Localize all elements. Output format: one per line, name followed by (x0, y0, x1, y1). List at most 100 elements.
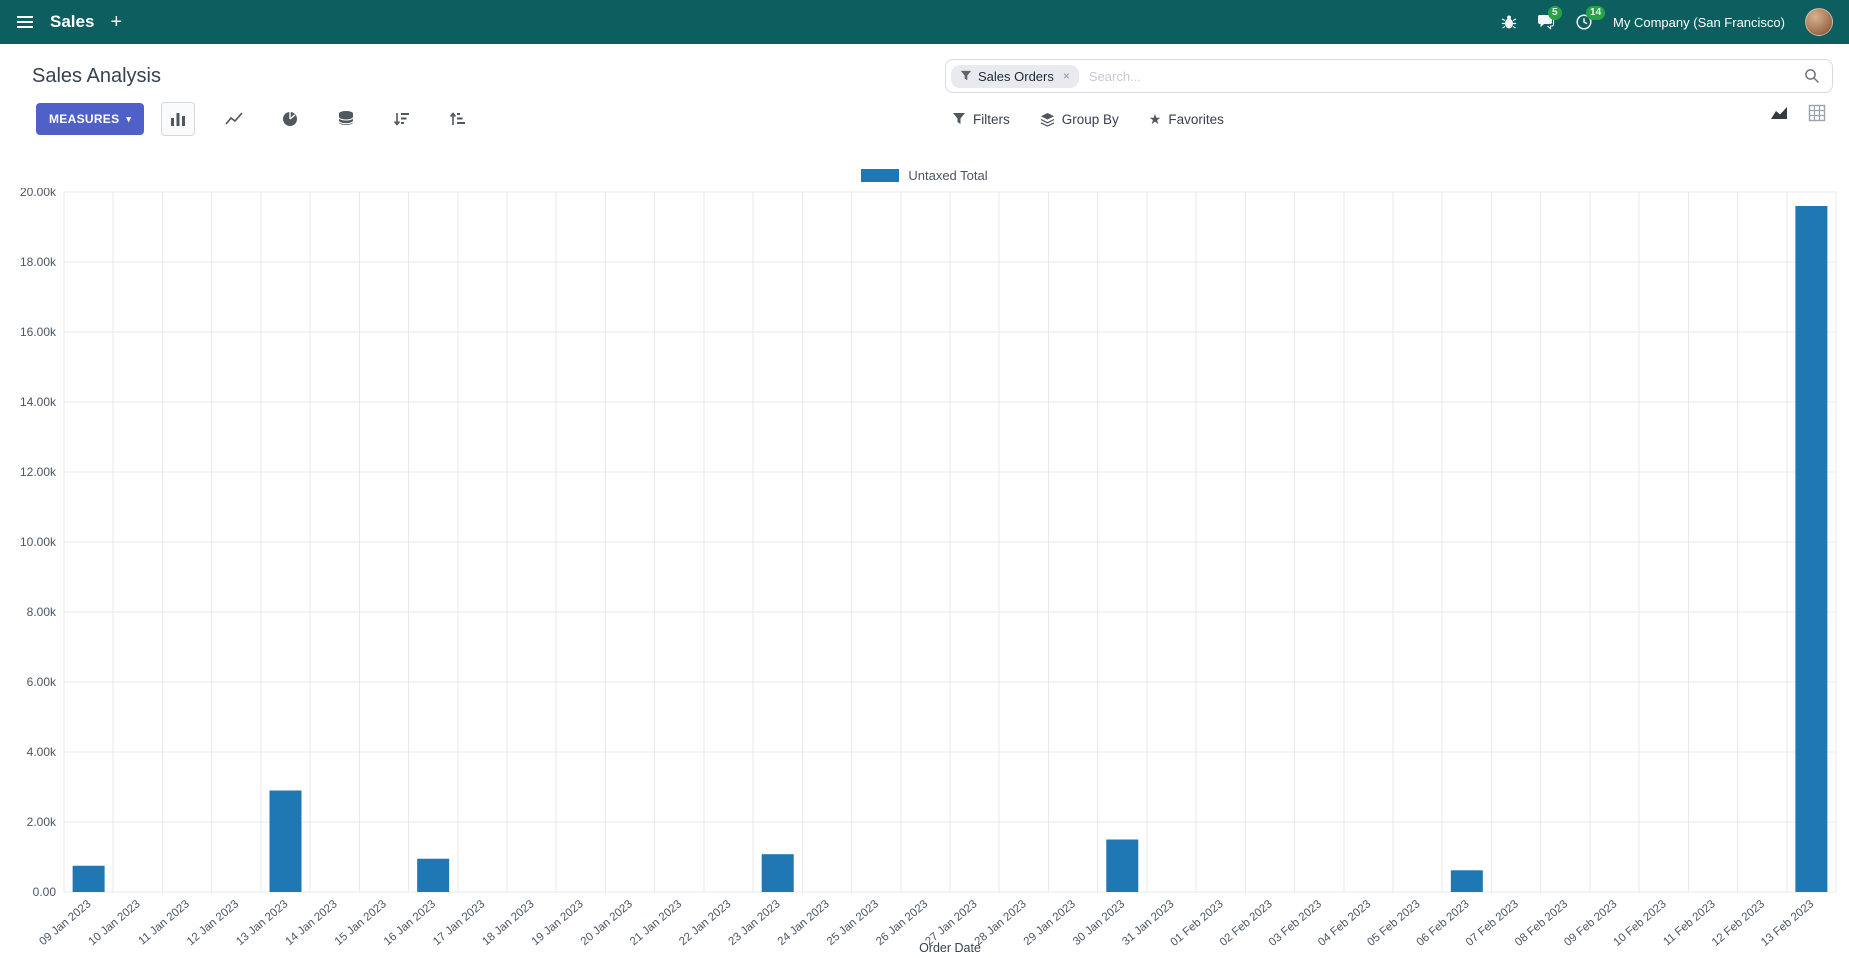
user-avatar[interactable] (1805, 8, 1833, 36)
search-input[interactable] (1088, 68, 1804, 84)
layers-icon (1040, 112, 1055, 127)
chevron-down-icon: ▾ (126, 113, 132, 124)
company-switcher[interactable]: My Company (San Francisco) (1613, 14, 1785, 30)
x-tick-label: 04 Feb 2023 (1316, 898, 1373, 949)
x-axis-title: Order Date (919, 941, 981, 955)
y-tick-label: 6.00k (27, 675, 57, 689)
y-tick-label: 4.00k (27, 745, 57, 759)
graph-view-button[interactable] (1769, 103, 1789, 123)
x-tick-label: 03 Feb 2023 (1267, 898, 1324, 949)
clock-icon (1576, 14, 1592, 30)
x-tick-label: 22 Jan 2023 (677, 898, 733, 948)
apps-menu-button[interactable] (16, 13, 34, 31)
x-tick-label: 01 Feb 2023 (1168, 898, 1225, 949)
bar-chart-button[interactable] (161, 102, 196, 136)
x-tick-label: 09 Jan 2023 (37, 898, 93, 948)
y-tick-label: 14.00k (20, 395, 57, 409)
chart-bar[interactable] (1106, 839, 1139, 893)
x-tick-label: 07 Feb 2023 (1464, 898, 1521, 949)
x-tick-label: 14 Jan 2023 (283, 898, 339, 948)
filter-funnel-icon (960, 70, 972, 81)
chart-bar[interactable] (761, 854, 794, 892)
x-tick-label: 10 Feb 2023 (1611, 898, 1668, 949)
filter-funnel-icon (953, 113, 965, 124)
x-tick-label: 17 Jan 2023 (431, 898, 487, 948)
sort-ascending-icon (450, 112, 466, 125)
plus-icon[interactable]: + (110, 11, 123, 33)
x-tick-label: 11 Feb 2023 (1661, 898, 1718, 948)
x-tick-label: 25 Jan 2023 (825, 898, 881, 948)
sort-ascending-button[interactable] (441, 102, 475, 136)
x-tick-label: 05 Feb 2023 (1365, 898, 1422, 949)
favorites-label: Favorites (1168, 111, 1224, 127)
x-tick-label: 24 Jan 2023 (776, 898, 832, 948)
x-tick-label: 13 Jan 2023 (234, 898, 290, 948)
app-name[interactable]: Sales (50, 12, 95, 31)
favorites-dropdown[interactable]: ★ Favorites (1149, 111, 1224, 128)
pie-chart-button[interactable] (273, 102, 307, 136)
y-tick-label: 12.00k (20, 465, 57, 479)
x-tick-label: 16 Jan 2023 (382, 898, 438, 948)
x-tick-label: 11 Jan 2023 (136, 898, 192, 947)
bar-chart: 0.00 2.00k 4.00k 6.00k 8.00k 10.00k 12.00k 14.0… (20, 188, 1837, 955)
legend-swatch (861, 168, 900, 182)
y-tick-label: 20.00k (20, 188, 57, 199)
pivot-grid-icon (1808, 104, 1826, 122)
x-tick-label: 02 Feb 2023 (1218, 898, 1275, 949)
activities-button[interactable]: 14 (1575, 6, 1606, 31)
x-tick-label: 21 Jan 2023 (628, 898, 684, 948)
search-facet-sales-orders[interactable]: Sales Orders × (951, 64, 1079, 88)
debug-bug-icon[interactable] (1501, 14, 1517, 30)
stacked-toggle-button[interactable] (329, 102, 363, 136)
x-tick-label: 23 Jan 2023 (726, 898, 782, 948)
chart-bar[interactable] (72, 865, 105, 892)
bug-icon (1501, 15, 1517, 29)
x-tick-label: 12 Jan 2023 (185, 898, 241, 948)
x-tick-label: 19 Jan 2023 (530, 898, 586, 948)
pie-chart-icon (283, 112, 298, 126)
y-tick-label: 0.00 (33, 885, 57, 899)
filters-dropdown[interactable]: Filters (952, 112, 1010, 127)
messages-badge: 5 (1548, 6, 1562, 20)
chart-legend[interactable]: Untaxed Total (0, 162, 1849, 188)
chart-bar[interactable] (417, 858, 450, 892)
measures-label: MEASURES (49, 112, 120, 126)
line-chart-button[interactable] (217, 102, 251, 136)
chart-area: Untaxed Total 0.00 2.00k 4.00k 6.00k 8.00k 10… (0, 150, 1849, 958)
search-icon[interactable] (1804, 68, 1820, 84)
y-tick-label: 2.00k (27, 815, 57, 829)
chart-bar[interactable] (1450, 870, 1483, 892)
facet-label: Sales Orders (978, 68, 1054, 84)
search-options-group: Filters Group By ★ Favorites (952, 102, 1224, 136)
y-tick-label: 18.00k (20, 255, 57, 269)
x-tick-label: 09 Feb 2023 (1562, 898, 1619, 949)
y-tick-label: 8.00k (27, 605, 57, 619)
activities-badge: 14 (1586, 6, 1606, 20)
star-icon: ★ (1148, 110, 1162, 127)
x-tick-label: 13 Feb 2023 (1759, 898, 1816, 949)
area-chart-icon (1771, 107, 1787, 119)
y-tick-label: 10.00k (20, 535, 57, 549)
view-switcher (1769, 103, 1827, 123)
chart-bar[interactable] (269, 790, 302, 893)
x-tick-label: 06 Feb 2023 (1415, 898, 1472, 949)
chart-type-group (161, 102, 475, 136)
x-tick-label: 08 Feb 2023 (1513, 898, 1570, 949)
pivot-view-button[interactable] (1807, 103, 1827, 123)
x-tick-label: 12 Feb 2023 (1710, 898, 1767, 949)
page-title: Sales Analysis (32, 64, 161, 87)
sort-descending-button[interactable] (385, 102, 419, 136)
search-bar[interactable]: Sales Orders × (945, 59, 1833, 93)
x-tick-label: 18 Jan 2023 (480, 898, 536, 948)
group-by-dropdown[interactable]: Group By (1040, 112, 1119, 127)
line-chart-icon (225, 112, 243, 125)
x-tick-label: 15 Jan 2023 (333, 898, 389, 948)
y-tick-label: 16.00k (20, 325, 57, 339)
chart-bar[interactable] (1795, 206, 1828, 892)
control-panel: Sales Analysis Sales Orders × MEASURES ▾ (0, 44, 1849, 142)
x-tick-label: 29 Jan 2023 (1022, 898, 1078, 948)
messages-button[interactable]: 5 (1537, 6, 1562, 31)
facet-remove-icon[interactable]: × (1062, 69, 1070, 83)
chat-bubble-icon (1538, 15, 1555, 30)
measures-button[interactable]: MEASURES ▾ (36, 103, 145, 135)
